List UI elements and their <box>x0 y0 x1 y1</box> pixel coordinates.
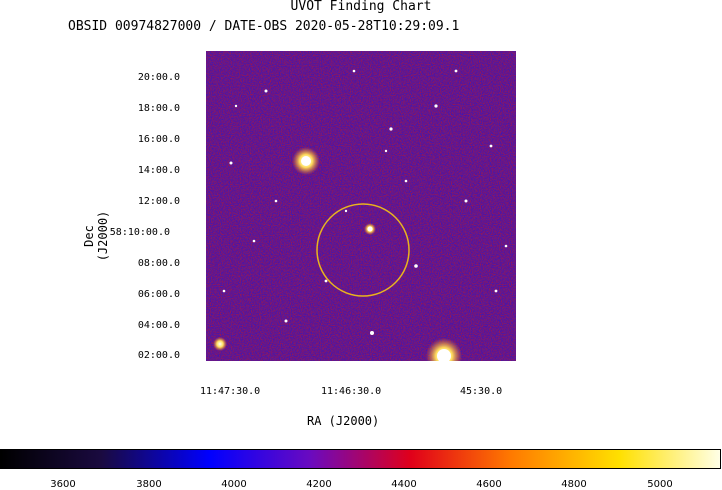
y-tick-label: 06:00.0 <box>137 289 180 300</box>
bright-star <box>213 337 227 351</box>
y-tick-label: 18:00.0 <box>137 103 180 114</box>
colorbar-tick-label: 3600 <box>50 479 76 490</box>
y-axis-label: Dec (J2000) <box>82 210 110 262</box>
chart-subtitle: OBSID 00974827000 / DATE-OBS 2020-05-28T… <box>68 19 460 34</box>
sky-image <box>206 51 516 361</box>
y-tick-label: 02:00.0 <box>137 350 180 361</box>
source-circle <box>316 203 410 297</box>
colorbar <box>0 449 721 469</box>
y-tick-label: 58:10:00.0 <box>109 227 170 238</box>
x-tick-label: 11:46:30.0 <box>321 386 382 397</box>
y-tick-label: 04:00.0 <box>137 320 180 331</box>
chart-title: UVOT Finding Chart <box>290 0 432 14</box>
x-tick-label: 11:47:30.0 <box>200 386 261 397</box>
y-tick-label: 08:00.0 <box>137 258 180 269</box>
bright-stars <box>213 147 462 361</box>
y-tick-label: 20:00.0 <box>137 72 180 83</box>
colorbar-tick-label: 4200 <box>306 479 332 490</box>
colorbar-tick-label: 4600 <box>476 479 502 490</box>
colorbar-tick-label: 4800 <box>561 479 587 490</box>
colorbar-tick-label: 5000 <box>647 479 673 490</box>
faint-stars <box>222 69 508 335</box>
colorbar-tick-label: 3800 <box>136 479 162 490</box>
y-tick-label: 16:00.0 <box>137 134 180 145</box>
colorbar-tick-label: 4000 <box>221 479 247 490</box>
y-tick-label: 12:00.0 <box>137 196 180 207</box>
colorbar-tick-label: 4400 <box>391 479 417 490</box>
x-axis-label: RA (J2000) <box>307 414 380 428</box>
y-tick-label: 14:00.0 <box>137 165 180 176</box>
x-tick-label: 45:30.0 <box>460 386 503 397</box>
